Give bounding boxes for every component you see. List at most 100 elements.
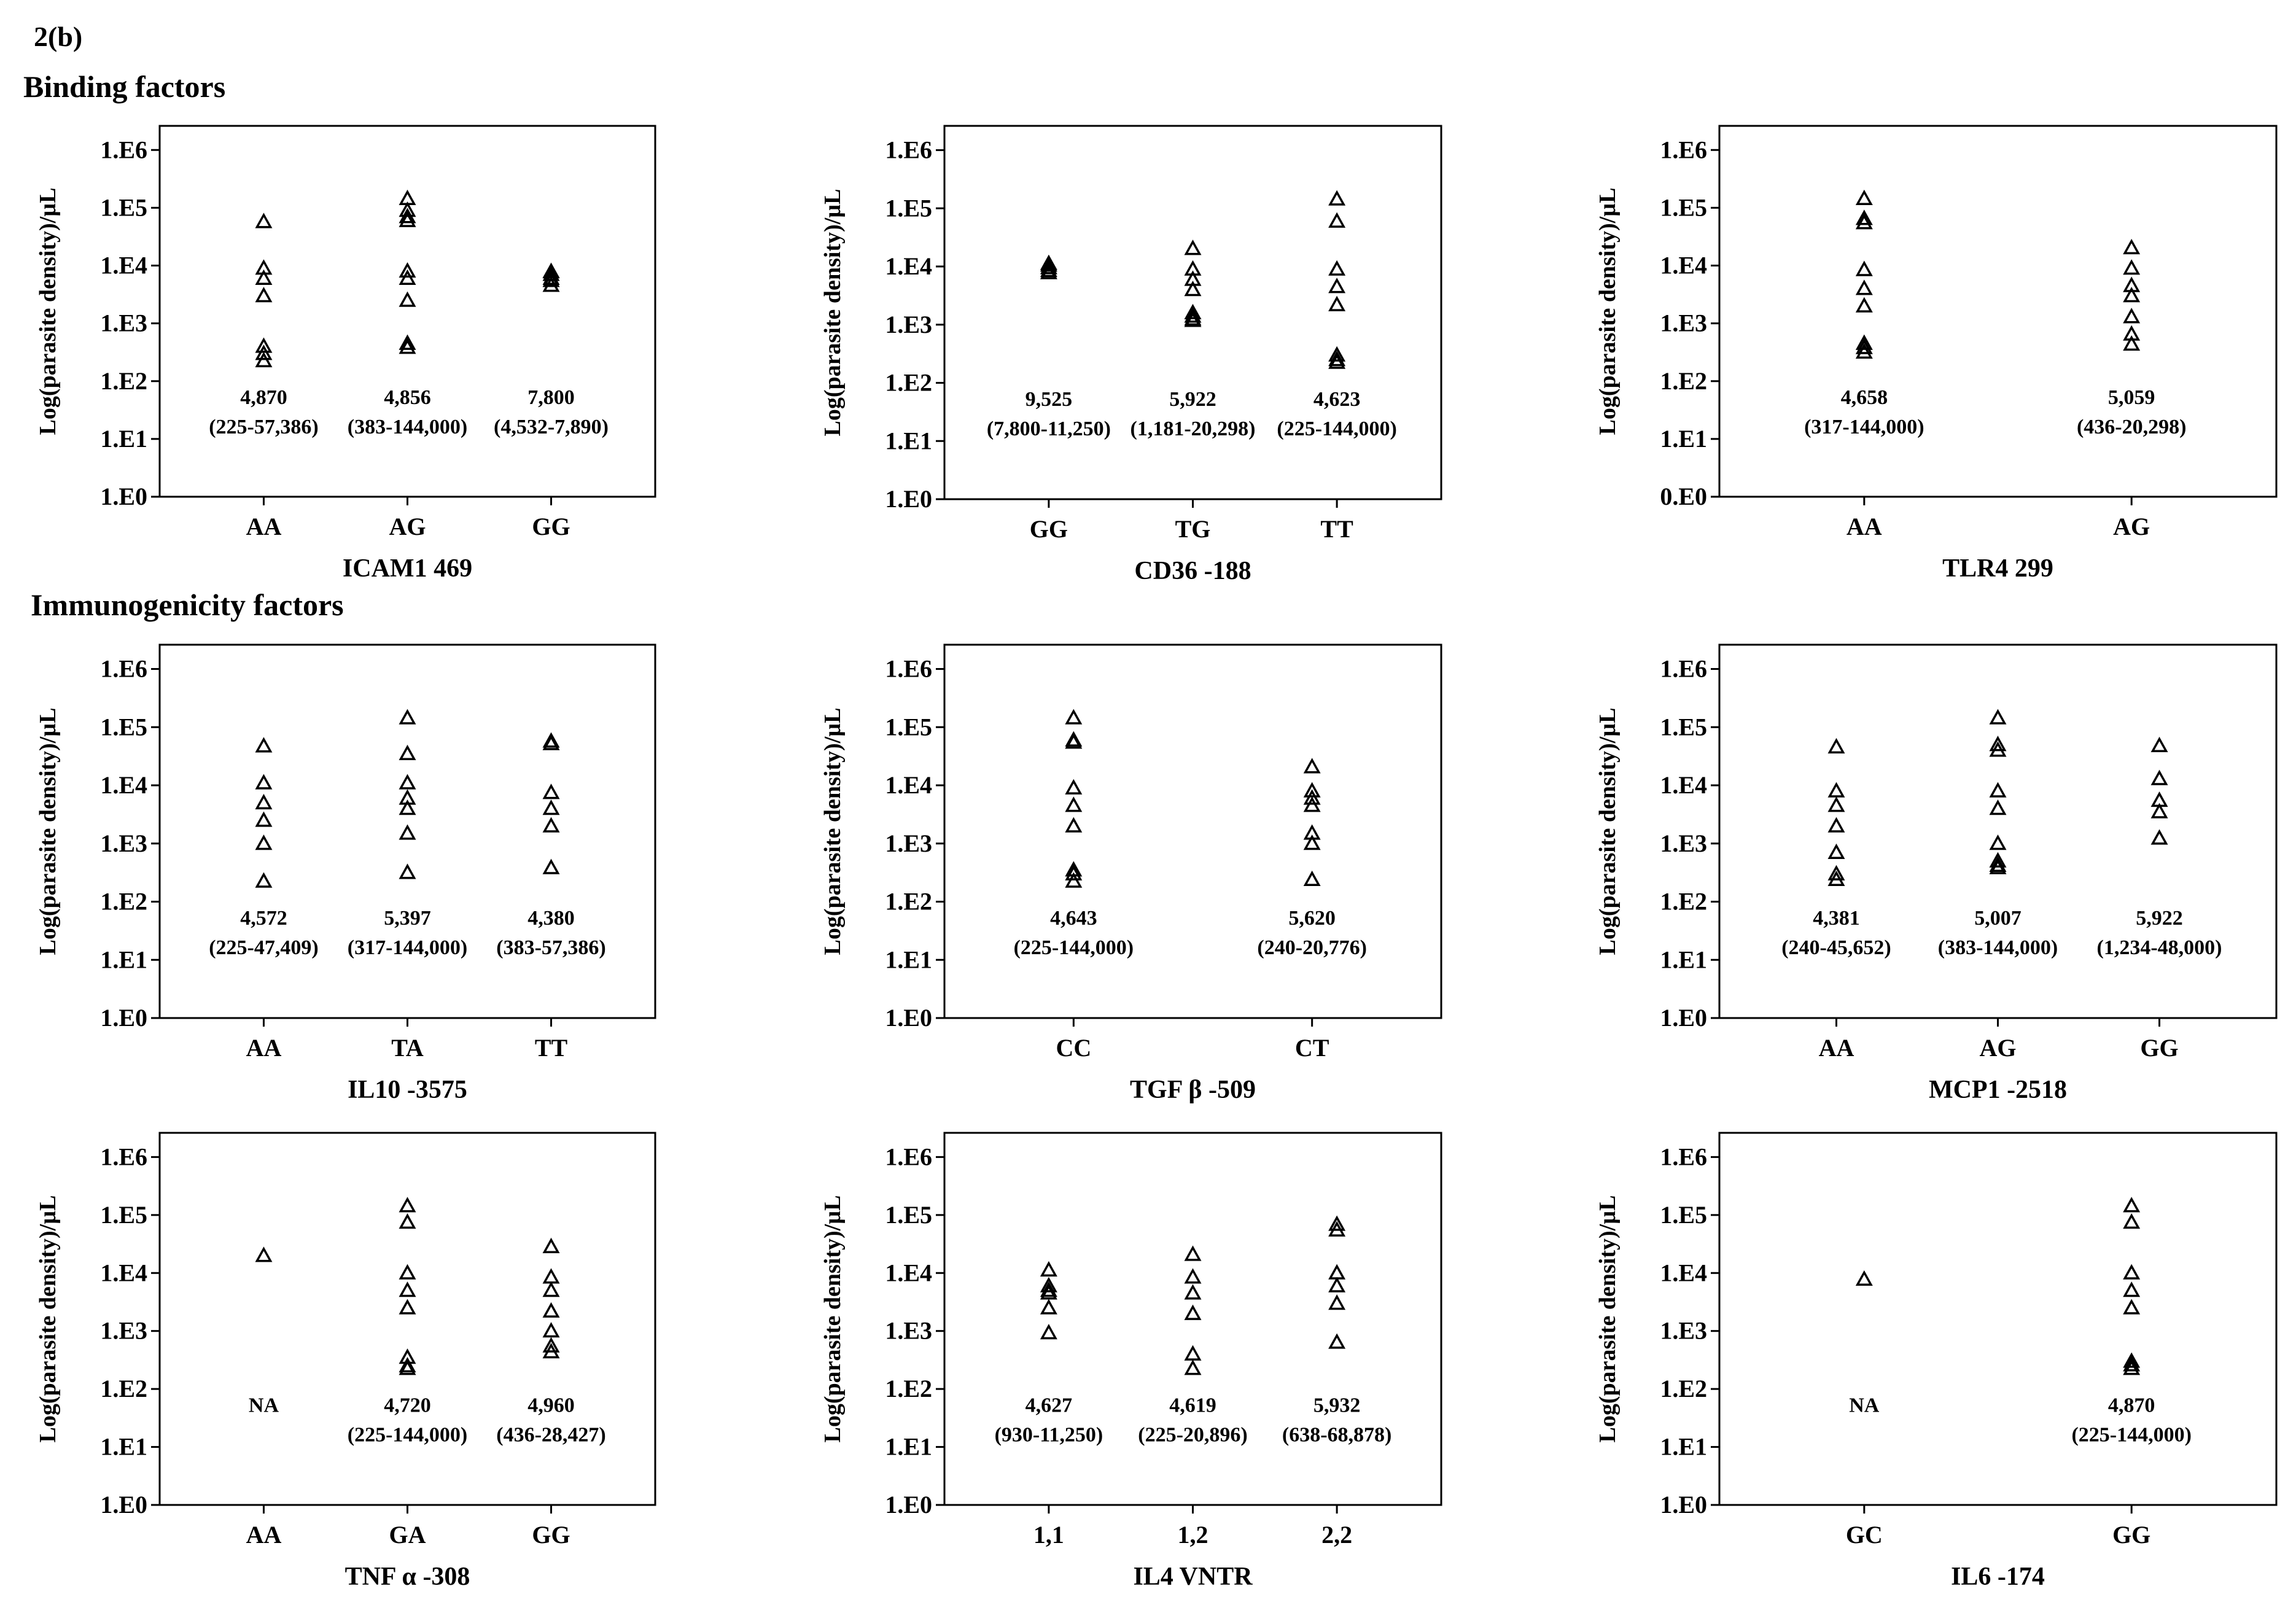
median-label: 5,059 [2108,386,2155,409]
median-label: 9,525 [1025,388,1073,411]
data-point [2150,803,2168,818]
plot-frame [1718,125,2278,498]
data-point [542,817,560,833]
median-label: 4,380 [527,907,575,930]
data-point [399,208,416,223]
x-tick-label: GG [532,513,570,540]
y-tick-label: 1.E6 [100,136,147,163]
data-point [1328,353,1346,369]
data-point [255,212,273,228]
data-point [1328,351,1346,367]
data-point [2123,1359,2141,1375]
range-label: (383-144,000) [1938,936,2058,959]
median-label: 4,619 [1169,1394,1216,1417]
x-tick-label: TT [1320,515,1353,543]
x-tick-label: AG [389,513,426,540]
y-tick-label: 1.E5 [885,1201,932,1229]
x-tick-label: 2,2 [1321,1521,1352,1549]
data-point [1184,1268,1202,1284]
data-point [1328,278,1346,293]
data-point [1328,1333,1346,1349]
data-point [1184,1359,1202,1375]
data-point [255,737,273,753]
y-tick-label: 1.E1 [100,946,147,973]
y-tick-label: 1.E0 [100,1491,147,1518]
x-tick-label: GG [2112,1521,2150,1549]
x-tick-label: TT [535,1034,568,1062]
data-point [1303,870,1321,887]
x-tick-label: TA [391,1034,424,1062]
y-tick-label: 1.E3 [885,311,932,338]
y-axis-label: Log(parasite density)/µL [1595,708,1621,955]
y-tick-label: 1.E3 [100,830,147,857]
y-tick-label: 1.E1 [1660,946,1707,973]
median-label: 7,800 [527,386,575,409]
data-point [542,783,560,799]
y-axis-label: Log(parasite density)/µL [35,708,61,955]
data-point [1184,1304,1202,1320]
plot-frame [943,643,1442,1019]
data-point [255,1246,273,1262]
y-tick-label: 1.E3 [100,1317,147,1345]
range-label: (225-144,000) [1014,936,1134,959]
x-tick-label: AA [1819,1034,1854,1062]
median-label: 4,627 [1025,1394,1073,1417]
y-tick-label: 1.E4 [885,252,932,280]
data-point [1184,1284,1202,1300]
data-point [1303,782,1321,798]
data-point [542,276,560,292]
data-point [542,1268,560,1284]
data-point [399,799,416,815]
range-label: (225-57,386) [209,416,318,438]
x-axis-label: IL4 VNTR [1133,1563,1253,1591]
data-point [542,732,560,748]
data-point [1855,189,1873,206]
data-point [1989,741,2007,757]
y-tick-label: 1.E1 [1660,1433,1707,1461]
y-axis-label: Log(parasite density)/µL [1595,188,1621,435]
x-axis-label: CD36 -188 [1134,557,1251,585]
data-point [542,1343,560,1359]
median-label: 4,643 [1050,907,1097,930]
y-tick-label: 1.E5 [1660,1201,1707,1229]
x-tick-label: AA [246,513,282,540]
data-point [1855,338,1873,354]
y-tick-label: 1.E0 [1660,1004,1707,1032]
y-tick-label: 1.E6 [100,1143,147,1170]
y-axis-label: Log(parasite density)/µL [820,708,846,955]
data-point [2150,769,2168,785]
median-label: 5,397 [384,907,431,930]
panel-8: 1.E0 1.E1 1.E2 1.E3 1.E4 1.E5 1.E6 Log(parasite… [1595,1132,2278,1591]
data-point [1855,279,1873,295]
y-tick-label: 1.E4 [1660,252,1707,279]
data-point [1303,834,1321,850]
data-point [255,774,273,790]
y-tick-label: 1.E6 [885,136,932,164]
y-tick-label: 1.E3 [1660,309,1707,337]
y-axis-label: Log(parasite density)/µL [820,1195,846,1443]
data-point [1328,1294,1346,1310]
y-tick-label: 1.E1 [1660,425,1707,453]
y-tick-label: 1.E6 [885,655,932,683]
data-point [1040,1324,1057,1340]
plot-frame [158,643,656,1019]
y-tick-label: 1.E4 [100,1259,147,1286]
y-tick-label: 1.E5 [1660,713,1707,740]
median-label: 4,572 [240,907,287,930]
median-label: NA [249,1394,279,1417]
data-point [255,793,273,810]
y-tick-label: 1.E2 [100,1375,147,1402]
data-point [542,1322,560,1338]
y-tick-label: 1.E2 [1660,1375,1707,1402]
data-point [399,824,416,840]
section-label-binding: Binding factors [23,69,225,104]
data-point [1065,709,1083,725]
y-tick-label: 1.E6 [100,655,147,683]
x-tick-label: GA [389,1521,426,1549]
y-tick-label: 1.E1 [885,946,932,973]
data-point [399,262,416,278]
range-label: (225-144,000) [348,1424,467,1447]
data-point [1065,865,1083,880]
data-point [1303,796,1321,812]
data-point [399,1281,416,1297]
